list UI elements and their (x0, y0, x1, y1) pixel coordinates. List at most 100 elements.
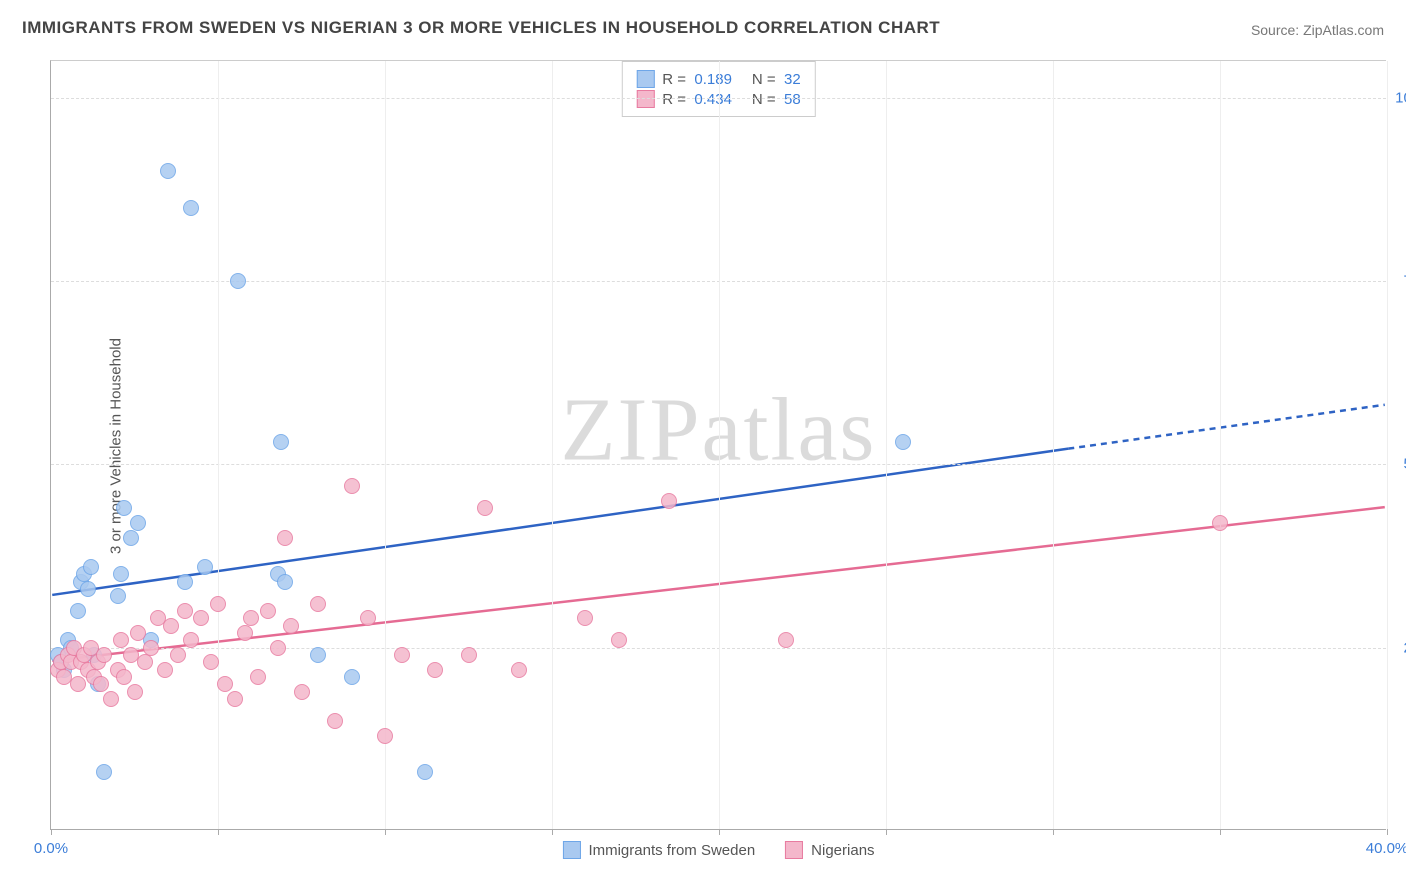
data-point (310, 596, 326, 612)
data-point (96, 647, 112, 663)
data-point (250, 669, 266, 685)
gridline-v (1387, 61, 1388, 829)
x-tick-mark (1220, 829, 1221, 835)
gridline-v (1053, 61, 1054, 829)
data-point (137, 654, 153, 670)
x-tick-mark (886, 829, 887, 835)
data-point (116, 669, 132, 685)
data-point (116, 500, 132, 516)
y-tick-label: 100.0% (1391, 89, 1406, 106)
data-point (183, 200, 199, 216)
data-point (611, 632, 627, 648)
x-tick-mark (51, 829, 52, 835)
legend-swatch (562, 841, 580, 859)
data-point (227, 691, 243, 707)
chart-container: IMMIGRANTS FROM SWEDEN VS NIGERIAN 3 OR … (0, 0, 1406, 892)
data-point (377, 728, 393, 744)
legend-series: Immigrants from Sweden Nigerians (562, 841, 874, 859)
data-point (778, 632, 794, 648)
data-point (283, 618, 299, 634)
x-tick-mark (552, 829, 553, 835)
data-point (270, 640, 286, 656)
data-point (210, 596, 226, 612)
data-point (177, 574, 193, 590)
data-point (123, 530, 139, 546)
data-point (143, 640, 159, 656)
data-point (170, 647, 186, 663)
data-point (1212, 515, 1228, 531)
data-point (277, 530, 293, 546)
legend-label: Immigrants from Sweden (588, 842, 755, 859)
data-point (96, 764, 112, 780)
y-tick-label: 25.0% (1391, 639, 1406, 656)
legend-n-label: N = 32 (752, 71, 801, 88)
data-point (394, 647, 410, 663)
data-point (157, 662, 173, 678)
data-point (160, 163, 176, 179)
data-point (217, 676, 233, 692)
data-point (577, 610, 593, 626)
data-point (113, 566, 129, 582)
plot-area: ZIPatlas R = 0.189N = 32R = 0.434N = 58 … (50, 60, 1386, 830)
x-tick-mark (1053, 829, 1054, 835)
y-tick-label: 50.0% (1391, 456, 1406, 473)
trend-line-dashed (1068, 405, 1384, 449)
data-point (344, 669, 360, 685)
gridline-v (886, 61, 887, 829)
data-point (895, 434, 911, 450)
data-point (327, 713, 343, 729)
data-point (110, 588, 126, 604)
data-point (230, 273, 246, 289)
data-point (183, 632, 199, 648)
data-point (277, 574, 293, 590)
data-point (130, 515, 146, 531)
gridline-v (719, 61, 720, 829)
data-point (511, 662, 527, 678)
data-point (310, 647, 326, 663)
data-point (360, 610, 376, 626)
data-point (127, 684, 143, 700)
data-point (661, 493, 677, 509)
legend-swatch (636, 70, 654, 88)
chart-title: IMMIGRANTS FROM SWEDEN VS NIGERIAN 3 OR … (22, 18, 940, 38)
legend-swatch (636, 90, 654, 108)
data-point (294, 684, 310, 700)
legend-r-label: R = 0.434 (662, 91, 732, 108)
data-point (130, 625, 146, 641)
data-point (243, 610, 259, 626)
data-point (103, 691, 119, 707)
gridline-v (218, 61, 219, 829)
gridline-v (385, 61, 386, 829)
data-point (203, 654, 219, 670)
x-tick-label: 0.0% (34, 840, 68, 857)
x-tick-label: 40.0% (1366, 840, 1406, 857)
data-point (177, 603, 193, 619)
data-point (80, 581, 96, 597)
data-point (273, 434, 289, 450)
data-point (70, 603, 86, 619)
data-point (344, 478, 360, 494)
legend-r-label: R = 0.189 (662, 71, 732, 88)
data-point (477, 500, 493, 516)
x-tick-mark (719, 829, 720, 835)
y-tick-label: 75.0% (1391, 273, 1406, 290)
legend-n-label: N = 58 (752, 91, 801, 108)
x-tick-mark (1387, 829, 1388, 835)
data-point (461, 647, 477, 663)
x-tick-mark (218, 829, 219, 835)
data-point (237, 625, 253, 641)
data-point (260, 603, 276, 619)
data-point (197, 559, 213, 575)
data-point (83, 559, 99, 575)
source-label: Source: ZipAtlas.com (1251, 22, 1384, 38)
data-point (93, 676, 109, 692)
data-point (417, 764, 433, 780)
gridline-v (1220, 61, 1221, 829)
data-point (163, 618, 179, 634)
x-tick-mark (385, 829, 386, 835)
data-point (193, 610, 209, 626)
legend-item: Nigerians (785, 841, 874, 859)
data-point (113, 632, 129, 648)
data-point (70, 676, 86, 692)
legend-item: Immigrants from Sweden (562, 841, 755, 859)
